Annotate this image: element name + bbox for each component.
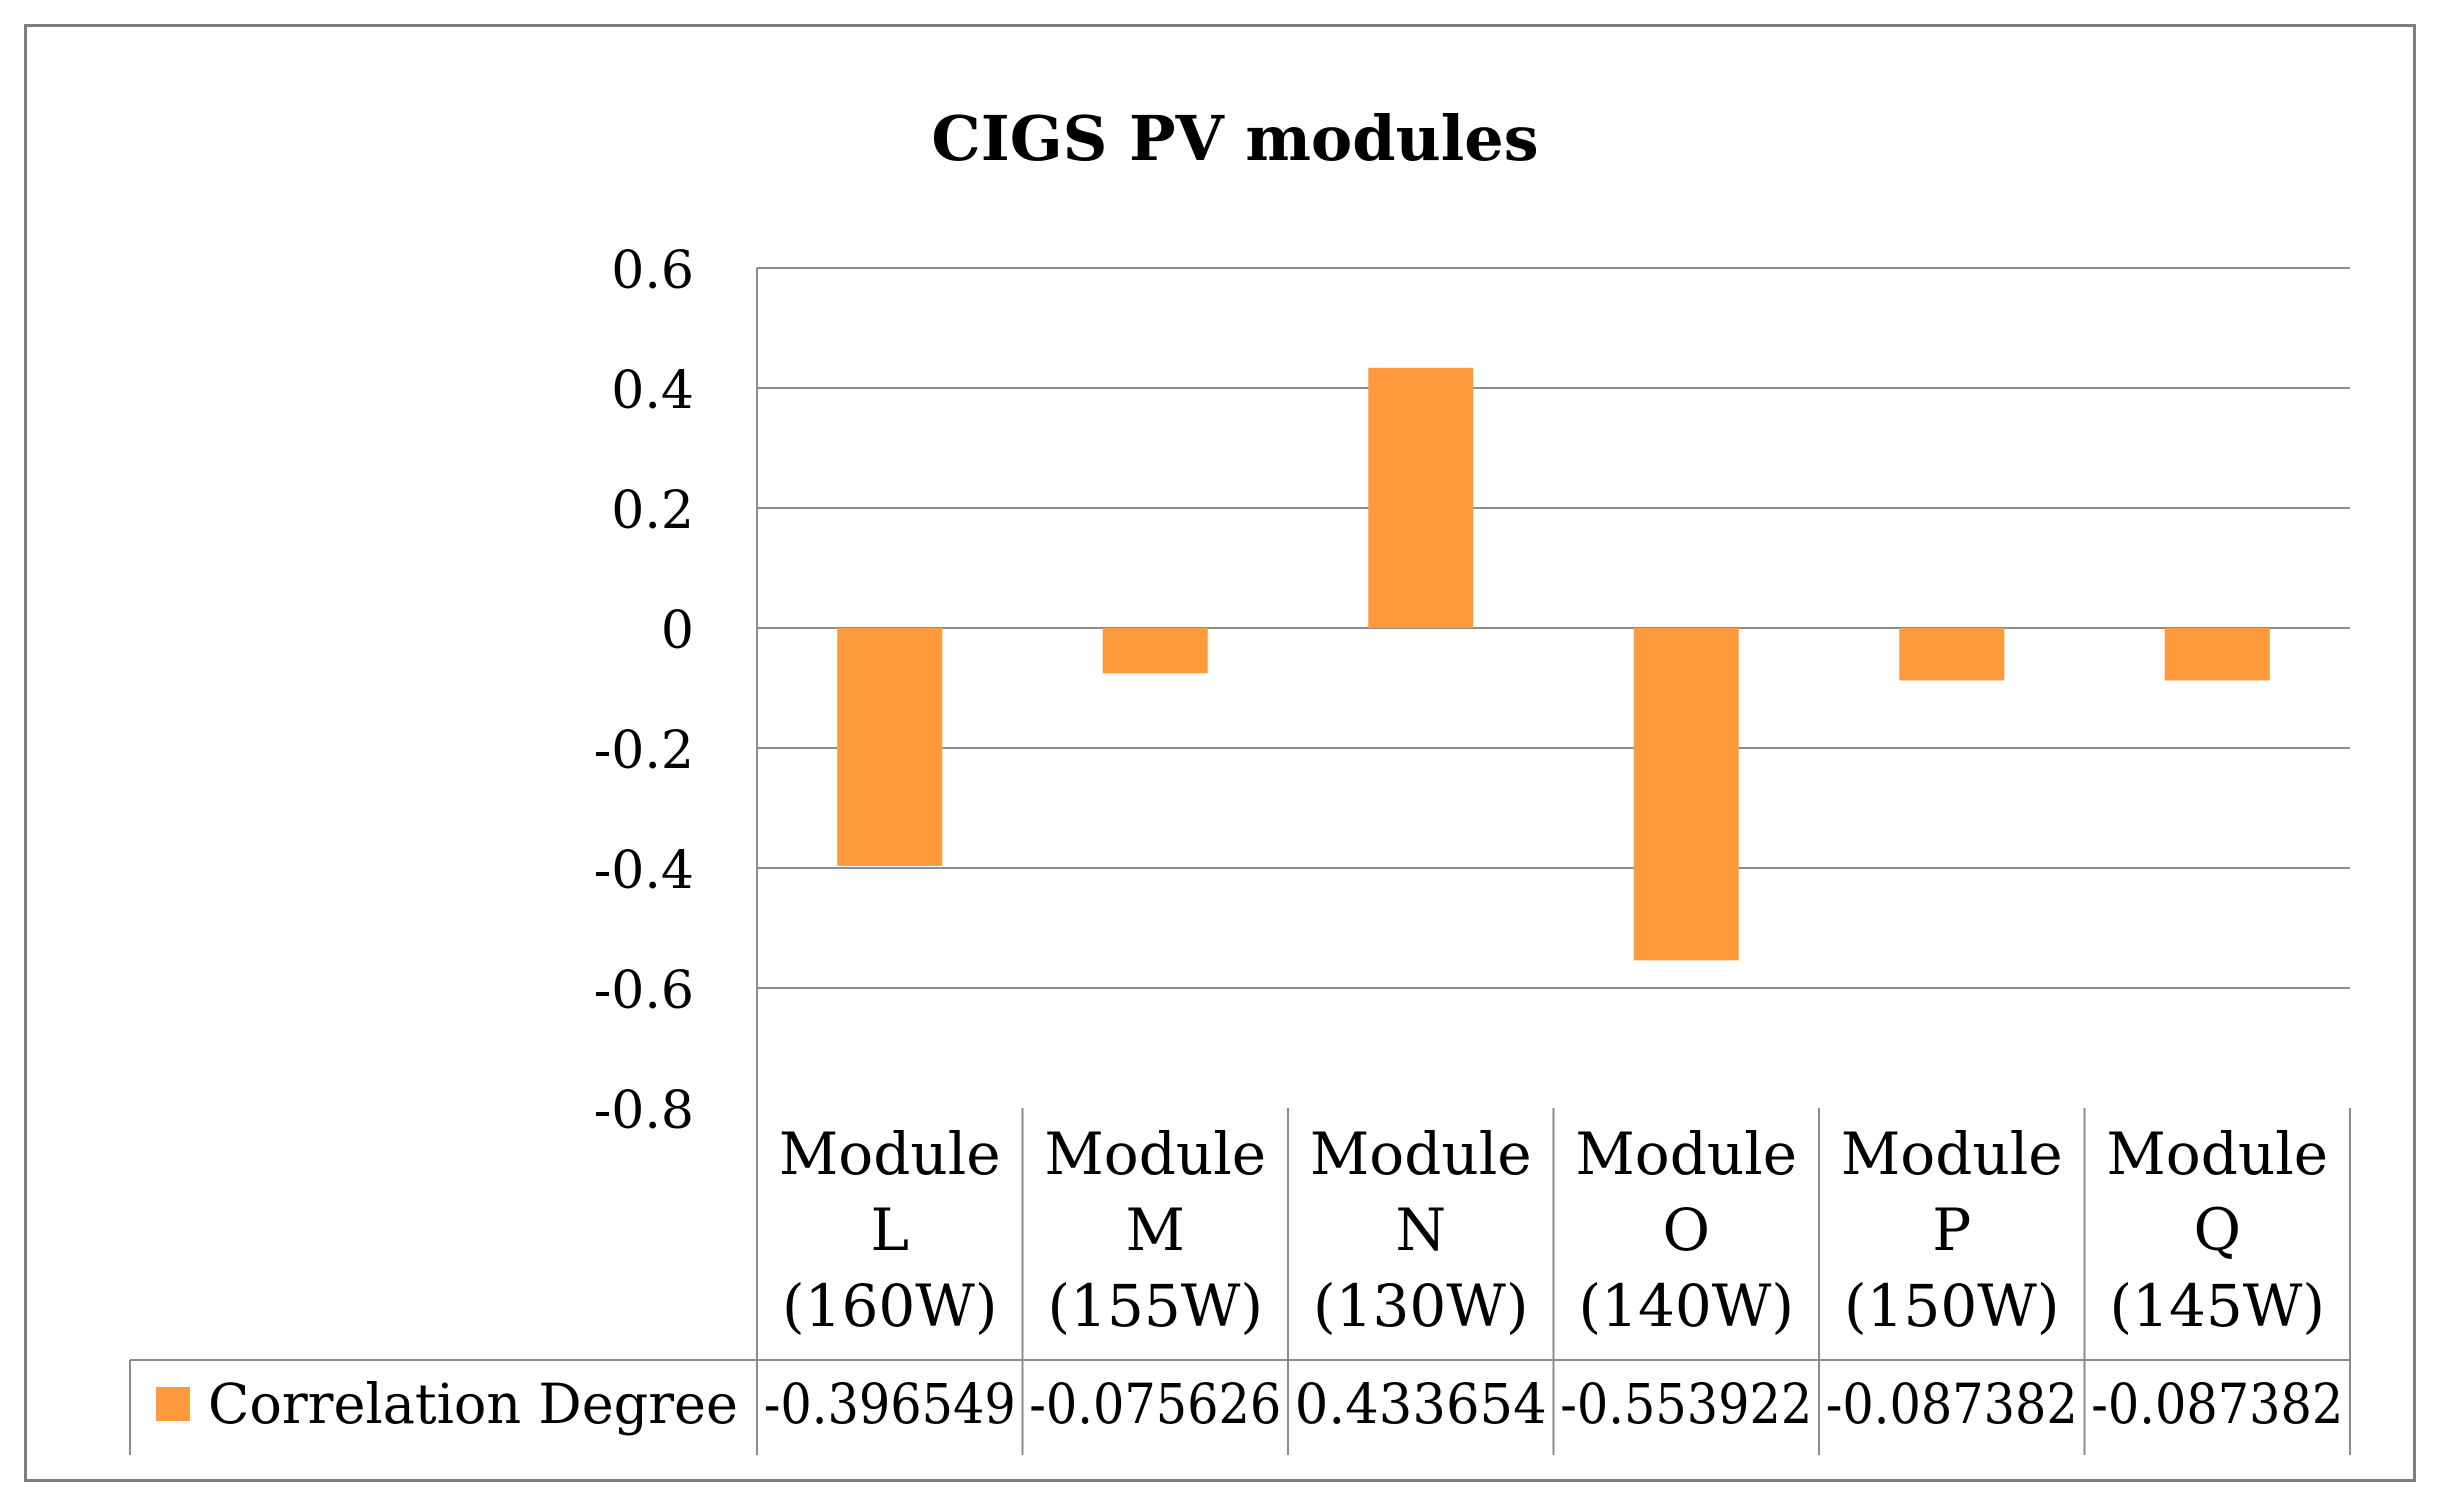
y-tick-label: -0.4: [594, 841, 694, 901]
x-category-label: Module L (160W): [779, 1120, 1001, 1340]
bar: [1633, 628, 1739, 961]
x-category-label: Module O (140W): [1575, 1120, 1797, 1340]
data-value-label: 0.433654: [1295, 1372, 1547, 1436]
y-tick-label: -0.8: [594, 1081, 694, 1141]
y-tick-label: 0.4: [611, 361, 694, 421]
chart-title: CIGS PV modules: [931, 102, 1538, 175]
bar: [1368, 367, 1474, 628]
x-category-label: Module P (150W): [1841, 1120, 2063, 1340]
data-value-label: -0.396549: [764, 1372, 1016, 1436]
bar: [2164, 628, 2270, 681]
data-value-label: -0.553922: [1560, 1372, 1812, 1436]
bar: [837, 628, 943, 866]
bar: [1899, 628, 2005, 681]
data-value-label: -0.087382: [2091, 1372, 2343, 1436]
y-tick-label: -0.2: [594, 721, 694, 781]
data-table: Module L (160W)Module M (155W)Module N (130W)M…: [129, 1108, 2351, 1455]
bars: [837, 367, 2270, 961]
bar: [1102, 628, 1208, 674]
y-tick-label: 0: [661, 601, 694, 661]
y-tick-label: -0.6: [594, 961, 694, 1021]
x-category-label: Module M (155W): [1044, 1120, 1266, 1340]
data-value-label: -0.087382: [1826, 1372, 2078, 1436]
legend-swatch: [156, 1387, 190, 1421]
y-tick-labels: 0.6 0.4 0.2 0 -0.2 -0.4 -0.6 -0.8: [594, 241, 694, 1141]
y-tick-label: 0.6: [611, 241, 694, 301]
data-value-label: -0.075626: [1029, 1372, 1281, 1436]
x-category-label: Module N (130W): [1310, 1120, 1532, 1340]
y-tick-label: 0.2: [611, 481, 694, 541]
gridlines: [757, 267, 2350, 989]
x-category-label: Module Q (145W): [2106, 1120, 2328, 1340]
legend-label: Correlation Degree: [208, 1372, 738, 1436]
